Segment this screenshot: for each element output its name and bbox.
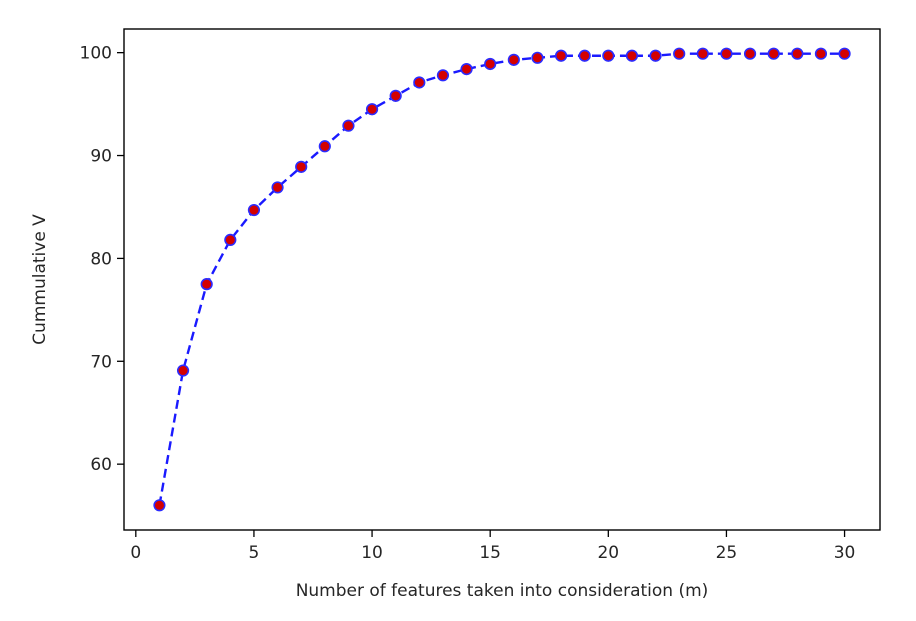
x-tick-label: 30 [834,543,856,563]
data-point [743,47,757,60]
data-point [318,140,331,153]
data-point [531,51,544,64]
y-tick-label: 80 [90,249,112,269]
y-axis-ticks: 60 70 80 90 100 [80,44,124,475]
x-tick-label: 5 [249,543,260,563]
data-point [342,119,355,132]
data-point [247,203,261,217]
data-point [176,364,190,377]
data-point [578,49,591,62]
plot-area-frame [123,28,881,531]
x-tick-label: 25 [716,543,738,563]
series-line [158,52,845,506]
x-tick-label: 0 [130,543,141,563]
data-point [507,53,520,66]
data-point [767,47,780,60]
data-point [791,47,804,60]
x-tick-label: 15 [479,543,501,563]
y-axis-label: Cummulative V [30,214,50,345]
data-point [696,47,709,60]
data-point [389,89,402,102]
data-point [649,49,662,62]
y-tick-label: 100 [80,44,112,64]
y-tick-label: 70 [90,352,112,372]
data-point [153,499,166,512]
data-point [838,47,851,60]
data-point [436,69,450,82]
x-tick-label: 20 [597,543,619,563]
x-tick-label: 10 [361,543,383,563]
data-point [200,278,213,291]
data-point [460,63,473,76]
data-point [720,47,733,60]
data-point [484,57,497,71]
y-tick-label: 60 [90,455,112,475]
data-point [673,47,686,60]
data-point [295,160,308,173]
data-point [413,76,426,89]
data-point [814,47,828,60]
data-point [554,49,568,62]
y-tick-label: 90 [90,147,112,167]
data-point [625,49,639,62]
data-point [224,233,237,246]
data-point [602,49,615,62]
data-point [365,103,379,116]
series-group [153,47,851,512]
x-axis-label: Number of features taken into considerat… [296,581,709,601]
data-point [271,181,284,194]
x-axis-ticks: 0 5 10 15 20 25 30 [130,530,855,563]
